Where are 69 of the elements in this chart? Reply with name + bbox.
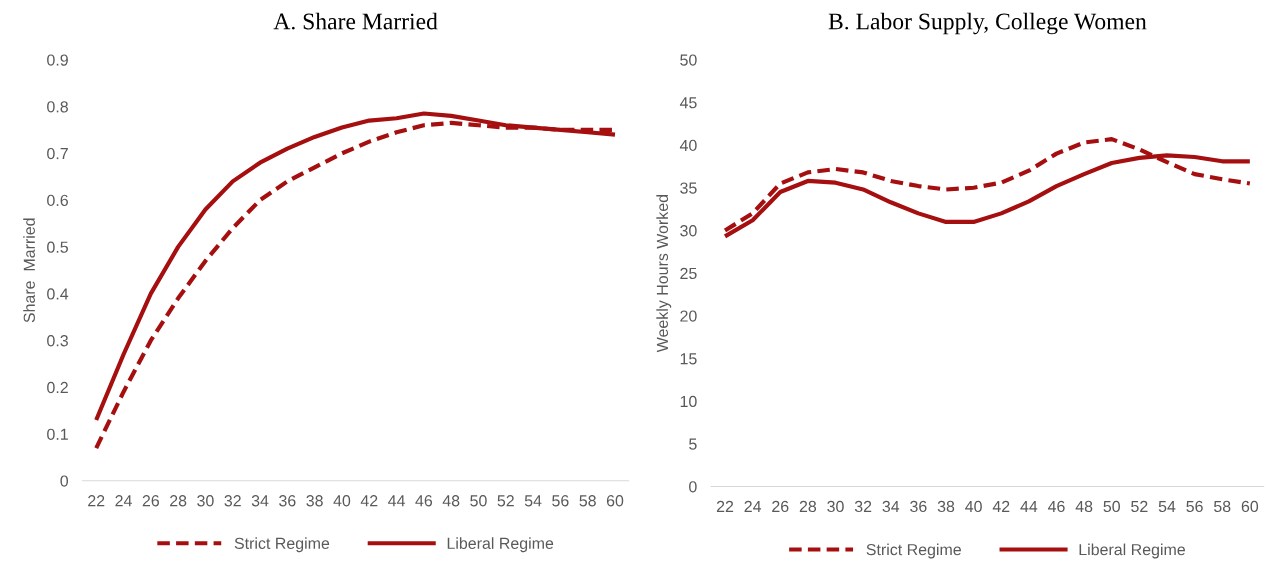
x-tick-label: 46: [1047, 500, 1065, 513]
y-tick-label: 0.3: [47, 335, 68, 347]
x-tick-label: 28: [170, 495, 187, 507]
x-tick-label: 34: [251, 495, 269, 507]
x-tick-label: 54: [524, 495, 542, 507]
x-tick-label: 44: [388, 495, 405, 507]
x-tick-label: 60: [606, 495, 624, 507]
x-tick-label: 42: [992, 500, 1010, 512]
x-tick-label: 26: [142, 495, 159, 507]
x-tick-label: 60: [1241, 500, 1259, 513]
x-tick-label: 58: [1213, 500, 1231, 513]
x-tick-label: 38: [306, 495, 323, 507]
y-tick-label: 0.8: [47, 101, 68, 113]
y-tick-label: 45: [679, 97, 697, 109]
chart-title: B. Labor Supply, College Women: [828, 12, 1147, 35]
y-tick-label: 0.2: [47, 381, 68, 394]
x-tick-label: 52: [1131, 500, 1148, 513]
y-tick-label: 15: [680, 353, 697, 365]
y-axis-title: Share Married: [23, 218, 35, 323]
x-tick-label: 48: [442, 495, 460, 507]
x-tick-label: 38: [937, 500, 955, 513]
y-tick-label: 25: [680, 267, 697, 280]
x-tick-label: 30: [197, 495, 214, 507]
x-tick-label: 50: [470, 495, 487, 507]
legend-label: Strict Regime: [234, 537, 330, 553]
x-tick-label: 44: [1020, 500, 1038, 512]
x-tick-label: 26: [772, 500, 789, 513]
x-tick-label: 48: [1075, 500, 1093, 513]
x-tick-label: 28: [799, 500, 817, 513]
chart-title: A. Share Married: [273, 12, 438, 30]
x-tick-label: 32: [854, 500, 872, 513]
y-tick-label: 0.6: [47, 194, 68, 207]
y-tick-label: 0: [60, 475, 69, 487]
y-axis-title: Weekly Hours Worked: [656, 194, 672, 353]
x-tick-label: 22: [88, 495, 105, 507]
y-tick-label: 0.1: [47, 428, 68, 440]
x-tick-label: 36: [910, 500, 927, 513]
y-tick-label: 0.5: [47, 241, 68, 253]
legend-label: Strict Regime: [866, 543, 961, 559]
y-tick-label: 0.4: [47, 288, 69, 300]
y-tick-label: 50: [680, 54, 697, 66]
x-tick-label: 42: [360, 495, 378, 507]
y-tick-label: 40: [679, 139, 697, 152]
y-tick-label: 0.9: [47, 54, 68, 66]
y-tick-label: 10: [680, 395, 697, 408]
x-tick-label: 30: [827, 500, 844, 513]
y-tick-label: 30: [680, 225, 697, 237]
legend-label: Liberal Regime: [1079, 543, 1185, 559]
x-tick-label: 40: [333, 495, 351, 507]
x-tick-label: 58: [579, 495, 596, 507]
x-tick-label: 56: [1186, 500, 1203, 513]
x-tick-label: 50: [1103, 500, 1120, 513]
x-tick-label: 46: [415, 495, 433, 507]
x-tick-label: 54: [1158, 500, 1176, 513]
y-tick-label: 0.7: [47, 147, 68, 160]
x-tick-label: 24: [744, 500, 762, 512]
y-tick-label: 20: [680, 310, 697, 322]
legend-label: Liberal Regime: [447, 537, 554, 553]
x-tick-label: 56: [552, 495, 569, 507]
y-tick-label: 0: [689, 481, 697, 493]
x-tick-label: 32: [224, 495, 241, 507]
y-tick-label: 35: [680, 182, 697, 194]
x-tick-label: 40: [965, 500, 982, 513]
x-tick-label: 24: [115, 495, 132, 507]
y-tick-label: 5: [689, 438, 697, 450]
x-tick-label: 36: [279, 495, 296, 507]
x-tick-label: 22: [716, 500, 734, 512]
x-tick-label: 52: [497, 495, 514, 507]
x-tick-label: 34: [882, 500, 900, 513]
